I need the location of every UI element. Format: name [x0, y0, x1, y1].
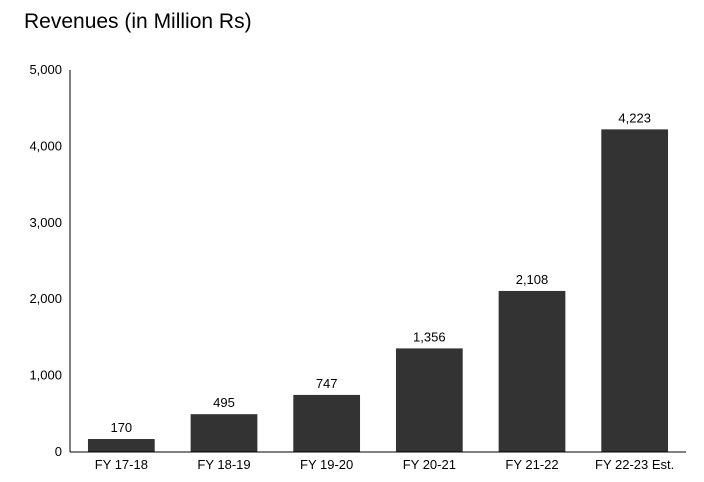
data-label: 747 [316, 376, 338, 391]
y-tick-label: 2,000 [29, 291, 62, 306]
x-tick-label: FY 20-21 [403, 457, 456, 472]
y-tick-labels: 0 1,000 2,000 3,000 4,000 5,000 [29, 62, 62, 459]
bar [601, 129, 669, 452]
data-label: 4,223 [618, 110, 651, 125]
x-tick-labels: FY 17-18 FY 18-19 FY 19-20 FY 20-21 FY 21-22… [95, 457, 675, 472]
bar [87, 439, 155, 452]
y-tick-label: 1,000 [29, 368, 62, 383]
chart-title: Revenues (in Million Rs) [24, 10, 252, 33]
data-label: 1,356 [413, 329, 446, 344]
y-tick-label: 0 [55, 444, 62, 459]
x-tick-label: FY 19-20 [300, 457, 353, 472]
value-labels: 170 495 747 1,356 2,108 4,223 [110, 110, 650, 435]
y-tick-label: 3,000 [29, 215, 62, 230]
x-tick-label: FY 18-19 [197, 457, 250, 472]
x-tick-label: FY 22-23 Est. [595, 457, 674, 472]
data-label: 170 [110, 420, 132, 435]
bars-group [87, 129, 669, 452]
bar [293, 394, 361, 452]
y-tick-label: 4,000 [29, 138, 62, 153]
x-tick-label: FY 17-18 [95, 457, 148, 472]
y-tick-label: 5,000 [29, 62, 62, 77]
data-label: 2,108 [516, 272, 549, 287]
bar [190, 414, 258, 452]
bar [395, 348, 463, 452]
bar [498, 290, 566, 452]
data-label: 495 [213, 395, 235, 410]
x-tick-label: FY 21-22 [505, 457, 558, 472]
